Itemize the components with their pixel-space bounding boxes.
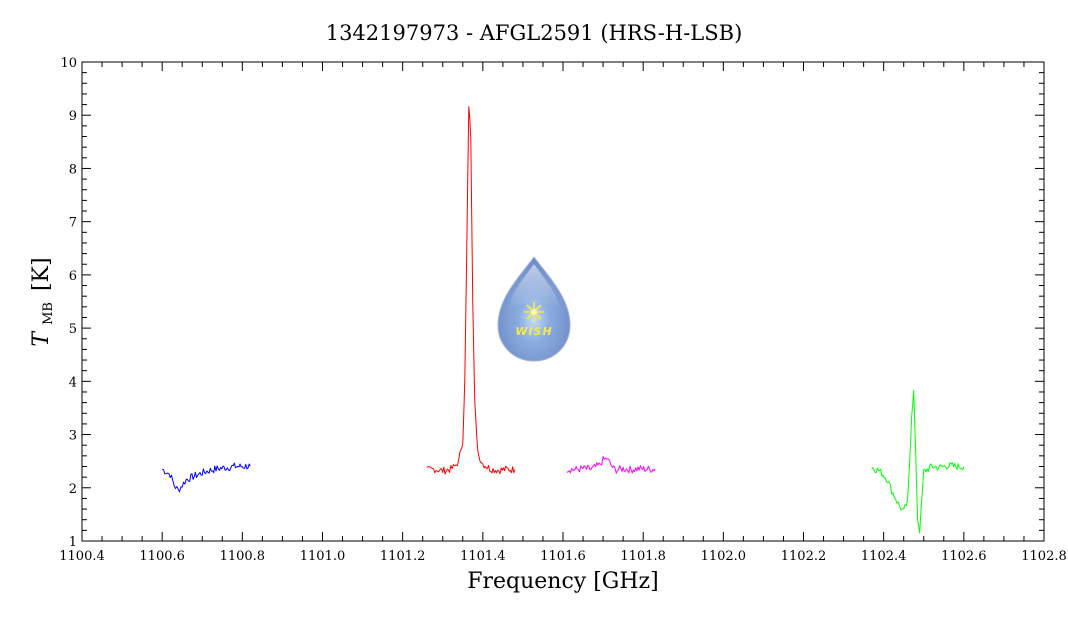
x-tick-label: 1100.4 [59, 549, 105, 564]
x-tick-label: 1101.6 [540, 549, 586, 564]
x-tick-label: 1102.4 [861, 549, 907, 564]
x-tick-label: 1102.2 [781, 549, 827, 564]
y-tick-label: 6 [69, 269, 77, 284]
series-line-2 [426, 106, 516, 475]
x-tick-label: 1101.0 [300, 549, 346, 564]
series-line-1 [162, 462, 251, 493]
x-tick-label: 1102.0 [701, 549, 747, 564]
y-axis-label: T MB [K] [29, 257, 58, 346]
y-tick-label: 2 [69, 482, 77, 497]
chart-title: 1342197973 - AFGL2591 (HRS-H-LSB) [326, 21, 743, 45]
x-tick-label: 1101.2 [380, 549, 426, 564]
y-tick-label: 8 [69, 162, 77, 177]
y-tick-label: 9 [69, 109, 77, 124]
y-tick-label: 10 [60, 56, 77, 71]
series-line-3 [566, 456, 656, 474]
y-axis-label-main: T [29, 330, 54, 347]
y-tick-label: 4 [69, 375, 77, 390]
y-tick-label: 5 [69, 322, 77, 337]
wish-logo-text: WISH [515, 325, 552, 338]
star-icon [524, 302, 544, 322]
y-tick-label: 3 [69, 429, 77, 444]
tick-group: 1100.4 1100.6 1100.8 1101.0 1101.2 1101.4 1101… [59, 56, 1067, 564]
wish-logo: WISH [497, 256, 571, 362]
x-tick-label: 1101.8 [620, 549, 666, 564]
x-tick-label: 1102.8 [1021, 549, 1067, 564]
x-tick-label: 1100.8 [220, 549, 266, 564]
x-tick-label: 1101.4 [460, 549, 506, 564]
series-group [162, 106, 965, 534]
x-tick-label: 1102.6 [941, 549, 987, 564]
x-axis-label: Frequency [GHz] [467, 569, 659, 594]
x-tick-label: 1100.6 [139, 549, 185, 564]
y-axis-label-unit: [K] [29, 257, 54, 291]
y-tick-label: 7 [69, 216, 77, 231]
series-line-4 [871, 389, 965, 534]
svg-text:T MB [K]: T MB [K] [29, 257, 58, 346]
y-tick-label: 1 [69, 535, 77, 550]
plot-frame [81, 61, 1045, 542]
y-axis-label-subscript: MB [41, 302, 56, 325]
